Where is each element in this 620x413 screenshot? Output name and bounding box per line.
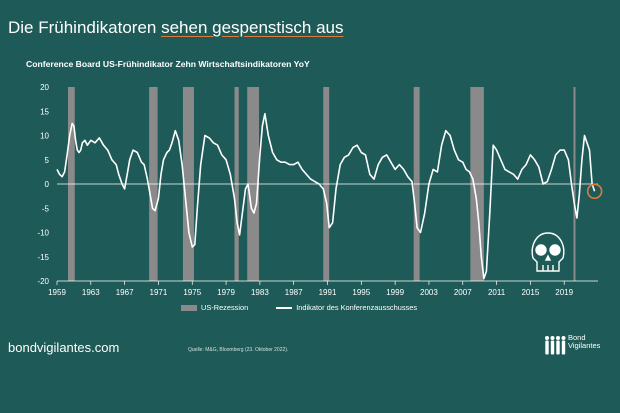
y-tick-label: -5 xyxy=(42,204,50,213)
x-tick-label: 1999 xyxy=(386,288,404,297)
x-tick-label: 2011 xyxy=(488,288,506,297)
brand-name: Bond Vigilantes xyxy=(568,334,600,350)
x-tick-label: 1971 xyxy=(150,288,168,297)
title-underlined-text: sehen gespenstisch aus xyxy=(161,18,344,37)
x-axis: 1959 1963 1967 1971 1975 1979 1983 1987 1991 1995… xyxy=(48,280,598,297)
x-tick-label: 1967 xyxy=(116,288,134,297)
page-title: Die Frühindikatoren sehen gespenstisch a… xyxy=(8,18,343,38)
title-text: Die Frühindikatoren xyxy=(8,18,162,37)
y-tick-label: -15 xyxy=(37,253,49,262)
y-tick-label: 15 xyxy=(40,107,49,116)
x-tick-label: 1983 xyxy=(251,288,269,297)
x-tick-label: 1959 xyxy=(48,288,66,297)
legend-label-recession: US-Rezession xyxy=(201,303,249,312)
x-tick-label: 1991 xyxy=(319,288,337,297)
brand-line-1: Bond xyxy=(568,333,586,342)
legend-item-line: Indikator des Konferenzausschusses xyxy=(276,303,417,312)
y-tick-label: 5 xyxy=(45,156,50,165)
legend-swatch-recession xyxy=(181,304,197,311)
bond-vigilantes-logo-icon xyxy=(545,336,566,355)
x-tick-label: 1975 xyxy=(183,288,201,297)
y-axis: 20 15 10 5 0 -5 -10 -15 -20 xyxy=(37,83,49,286)
legend-label-line: Indikator des Konferenzausschusses xyxy=(296,303,418,312)
x-tick-label: 2015 xyxy=(521,288,539,297)
series-line-indikator xyxy=(56,112,596,280)
y-tick-label: -20 xyxy=(37,277,49,286)
brand-line-2: Vigilantes xyxy=(568,341,601,350)
source-note: Quelle: M&G, Bloomberg (23. Oktober 2022… xyxy=(188,347,289,353)
legend-swatch-line xyxy=(276,306,293,309)
y-tick-label: 10 xyxy=(40,132,49,141)
highlight-circle xyxy=(586,183,603,200)
chart-title: Conference Board US-Frühindikator Zehn W… xyxy=(26,59,310,69)
legend: US-Rezession Indikator des Konferenzauss… xyxy=(181,303,445,312)
x-tick-label: 2007 xyxy=(454,288,472,297)
y-tick-label: 0 xyxy=(45,180,50,189)
legend-item-recession: US-Rezession xyxy=(181,303,248,312)
x-tick-label: 1995 xyxy=(352,288,370,297)
x-tick-label: 1963 xyxy=(82,288,100,297)
skull-icon xyxy=(531,232,565,272)
x-tick-label: 2003 xyxy=(420,288,438,297)
y-tick-label: 20 xyxy=(40,83,49,92)
x-tick-label: 1987 xyxy=(285,288,303,297)
x-tick-label: 1979 xyxy=(217,288,235,297)
y-tick-label: -10 xyxy=(37,229,49,238)
x-tick-label: 2019 xyxy=(555,288,573,297)
site-link[interactable]: bondvigilantes.com xyxy=(8,340,120,355)
